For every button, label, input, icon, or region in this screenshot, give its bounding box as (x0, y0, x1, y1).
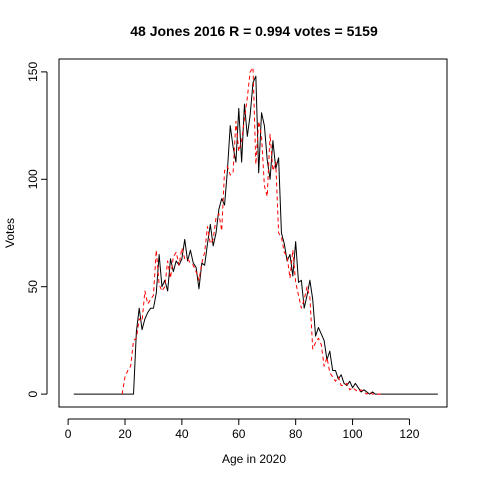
series-line-dashed (121, 67, 382, 395)
x-tick-label: 0 (65, 427, 72, 441)
x-axis-label: Age in 2020 (222, 452, 286, 466)
plot-frame (58, 58, 448, 408)
chart-title: 48 Jones 2016 R = 0.994 votes = 5159 (130, 23, 378, 39)
y-axis: 0 50 100 150 (26, 62, 48, 397)
y-tick-label: 0 (26, 390, 40, 397)
x-tick-label: 100 (343, 427, 363, 441)
y-axis-label: Votes (3, 218, 17, 248)
y-tick-label: 150 (26, 62, 40, 82)
x-tick-label: 60 (232, 427, 246, 441)
y-tick-label: 50 (26, 280, 40, 294)
series-layer (73, 67, 438, 395)
series-line-solid (73, 75, 438, 395)
x-tick-label: 40 (175, 427, 189, 441)
y-tick-label: 100 (26, 169, 40, 189)
x-tick-label: 120 (399, 427, 419, 441)
x-tick-label: 80 (289, 427, 303, 441)
x-axis: 0 20 40 60 80 100 120 (65, 418, 420, 441)
x-tick-label: 20 (118, 427, 132, 441)
